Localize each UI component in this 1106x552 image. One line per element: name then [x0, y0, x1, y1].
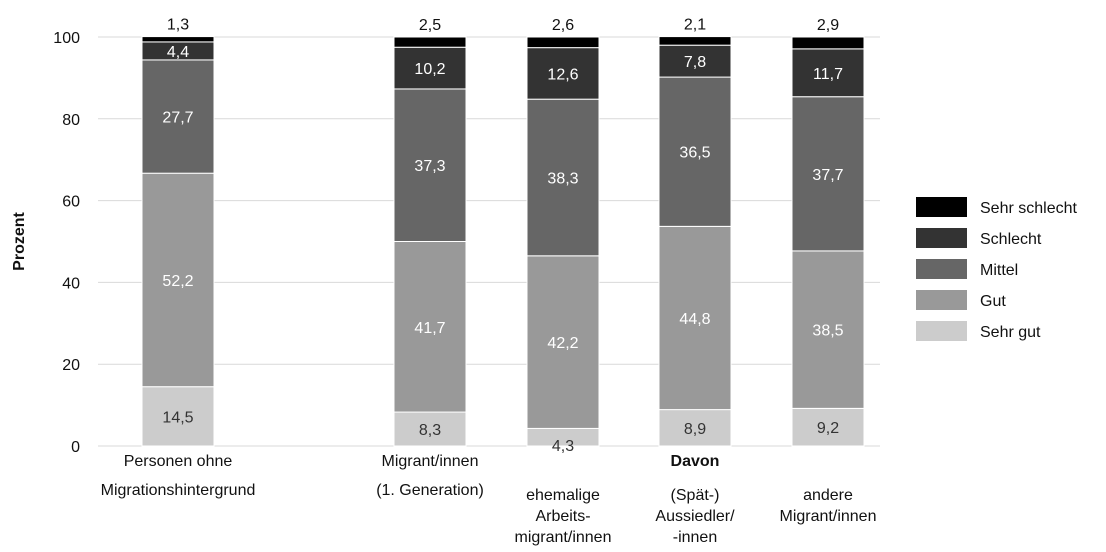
- x-tick-label: (1. Generation): [376, 482, 484, 499]
- x-tick-label: Arbeits-: [535, 508, 590, 525]
- bar-segment: [791, 36, 865, 50]
- legend-label: Gut: [980, 293, 1006, 310]
- x-tick-label: Aussiedler/: [655, 508, 735, 525]
- bar-segment: [526, 255, 600, 429]
- data-label: 36,5: [679, 145, 710, 162]
- data-label: 9,2: [817, 420, 839, 437]
- data-label: 2,1: [684, 17, 706, 34]
- legend: Sehr schlecht Schlecht Mittel Gut Sehr gut: [916, 197, 1077, 341]
- bar-segment: [791, 96, 865, 252]
- legend-label: Sehr gut: [980, 324, 1041, 341]
- y-tick-label: 0: [71, 439, 80, 456]
- grid-lines: [98, 36, 880, 447]
- data-label: 2,6: [552, 17, 574, 34]
- x-tick-label: ehemalige: [526, 487, 600, 504]
- x-tick-label: (Spät-): [671, 487, 720, 504]
- x-tick-label: migrant/innen: [515, 529, 612, 546]
- data-label: 7,8: [684, 54, 706, 71]
- x-axis-labels: Personen ohne Migrationshintergrund Migran…: [101, 453, 877, 546]
- bar-segment: [141, 386, 215, 447]
- bar-segment: [658, 44, 732, 78]
- bar-segment: [658, 409, 732, 447]
- bar-segment: [658, 225, 732, 411]
- bar-segment: [791, 407, 865, 447]
- y-tick-label: 40: [62, 275, 80, 292]
- y-tick-label: 80: [62, 112, 80, 129]
- data-label: 42,2: [547, 335, 578, 352]
- y-tick-label: 60: [62, 194, 80, 211]
- legend-swatch: [916, 290, 967, 310]
- bars: 14,5 52,2 27,7 4,4 1,3 8,3 41,7 37,3 10,2 2,5 4,3 4…: [141, 17, 865, 455]
- legend-label: Sehr schlecht: [980, 200, 1077, 217]
- x-tick-label: Personen ohne: [124, 453, 233, 470]
- data-label: 2,5: [419, 17, 441, 34]
- x-tick-label: Migrationshintergrund: [101, 482, 256, 499]
- davon-label: Davon: [671, 453, 720, 470]
- bar-segment: [658, 76, 732, 227]
- bar-segment: [658, 36, 732, 46]
- y-axis: 0 20 40 60 80 100: [53, 30, 80, 456]
- legend-swatch: [916, 259, 967, 279]
- data-label: 11,7: [813, 66, 843, 83]
- legend-label: Mittel: [980, 262, 1018, 279]
- legend-swatch: [916, 197, 967, 217]
- bar-segment: [393, 36, 467, 48]
- data-label: 44,8: [679, 311, 710, 328]
- legend-swatch: [916, 321, 967, 341]
- data-label: 1,3: [167, 17, 189, 34]
- bar-segment: [393, 241, 467, 413]
- data-label: 4,4: [167, 44, 189, 61]
- data-label: 10,2: [414, 61, 445, 78]
- y-tick-label: 20: [62, 357, 80, 374]
- data-label: 2,9: [817, 17, 839, 34]
- bar-segment: [393, 88, 467, 243]
- y-tick-label: 100: [53, 30, 80, 47]
- data-label: 37,7: [812, 167, 843, 184]
- x-tick-label: -innen: [673, 529, 717, 546]
- legend-swatch: [916, 228, 967, 248]
- data-label: 12,6: [547, 66, 578, 83]
- data-label: 14,5: [162, 409, 193, 426]
- bar-segment: [393, 411, 467, 447]
- x-tick-label: Migrant/innen: [382, 453, 479, 470]
- data-label: 37,3: [414, 158, 445, 175]
- data-label: 38,5: [812, 323, 843, 340]
- bar-segment: [141, 36, 215, 43]
- data-label: 8,9: [684, 421, 706, 438]
- data-label: 38,3: [547, 170, 578, 187]
- x-tick-label: andere: [803, 487, 853, 504]
- data-label: 4,3: [552, 438, 574, 455]
- data-label: 27,7: [162, 110, 193, 127]
- data-label: 52,2: [162, 273, 193, 290]
- data-label: 41,7: [414, 320, 445, 337]
- bar-segment: [141, 172, 215, 388]
- bar-segment: [526, 36, 600, 49]
- data-label: 8,3: [419, 422, 441, 439]
- x-tick-label: Migrant/innen: [780, 508, 877, 525]
- y-axis-label: Prozent: [11, 211, 28, 270]
- bar-segment: [141, 59, 215, 174]
- bar-segment: [791, 48, 865, 98]
- bar-segment: [526, 47, 600, 100]
- bar-segment: [791, 250, 865, 409]
- legend-label: Schlecht: [980, 231, 1042, 248]
